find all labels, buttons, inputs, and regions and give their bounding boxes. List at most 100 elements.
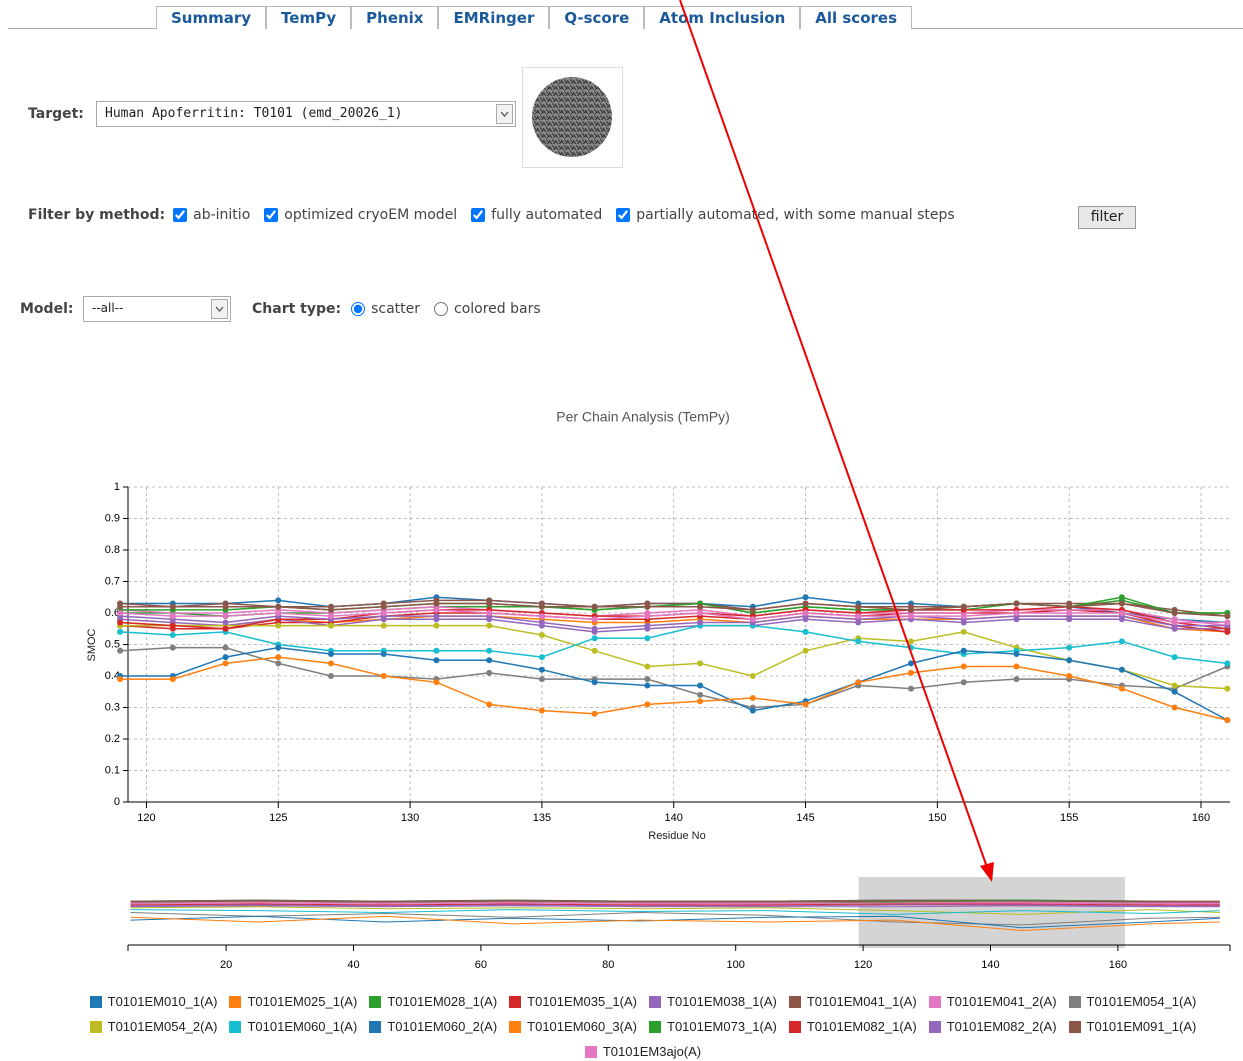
data-point [1118, 638, 1125, 645]
data-point [538, 603, 545, 610]
legend-swatch [649, 1020, 661, 1033]
y-tick-label: 0.1 [105, 764, 120, 776]
filter-option[interactable]: ab-initio [173, 207, 250, 223]
data-point [855, 603, 862, 610]
data-point [433, 613, 440, 620]
legend-swatch [928, 995, 941, 1008]
legend-label: T0101EM035_1(A) [527, 994, 637, 1009]
data-point [644, 701, 651, 708]
data-point [644, 622, 651, 629]
data-point [802, 610, 809, 616]
data-point [169, 613, 176, 620]
data-point [960, 603, 967, 610]
filter-option-input[interactable] [173, 208, 188, 222]
legend-label: T0101EM054_1(A) [1086, 994, 1197, 1009]
series-line [120, 646, 1228, 709]
data-point [222, 660, 229, 667]
data-point [855, 679, 862, 686]
data-point [1118, 666, 1125, 673]
data-point [538, 654, 545, 661]
target-thumbnail [522, 67, 623, 168]
data-point [591, 679, 598, 686]
data-point [328, 660, 334, 667]
select-arrow [496, 104, 513, 124]
chart-type-option-label: colored bars [454, 301, 541, 317]
data-point [117, 647, 124, 654]
chart-type-option[interactable]: colored bars [434, 301, 541, 317]
data-point [644, 663, 651, 670]
data-point [380, 650, 387, 657]
data-point [591, 603, 598, 610]
data-point [960, 663, 967, 670]
target-select[interactable]: Human Apoferritin: T0101 (emd_20026_1) [96, 101, 516, 127]
data-point [169, 632, 176, 639]
filter-option-input[interactable] [471, 208, 486, 222]
data-point [960, 613, 967, 620]
series-line [120, 656, 1228, 721]
legend-swatch [928, 1020, 941, 1033]
data-point [1013, 676, 1020, 683]
legend-label: T0101EM025_1(A) [247, 994, 358, 1009]
data-point [697, 603, 704, 610]
data-point [1224, 660, 1231, 667]
filter-option[interactable]: fully automated [471, 207, 602, 223]
legend-swatch [229, 1020, 242, 1033]
series-line [120, 624, 1228, 690]
x-tick-label: 160 [1109, 959, 1127, 971]
chart-type-option-input[interactable] [351, 302, 366, 316]
data-point [380, 673, 387, 679]
model-select[interactable]: --all-- [83, 296, 231, 322]
series-line [130, 911, 1220, 926]
data-point [538, 707, 545, 714]
data-point [486, 647, 493, 654]
legend-label: T0101EM073_1(A) [667, 1019, 777, 1034]
filter-option[interactable]: optimized cryoEM model [264, 207, 457, 223]
filter-option-input[interactable] [264, 208, 279, 222]
legend-item: T0101EM054_1(A) [1068, 994, 1197, 1009]
tab[interactable]: Phenix [351, 6, 439, 29]
data-point [644, 613, 651, 620]
data-point [1224, 619, 1231, 626]
filter-option-input[interactable] [616, 208, 631, 222]
tab[interactable]: Summary [156, 6, 267, 29]
data-point [908, 644, 914, 651]
data-point [1013, 610, 1020, 616]
legend-swatch [649, 995, 661, 1008]
data-point [749, 695, 756, 702]
data-point [433, 606, 440, 613]
data-point [802, 594, 809, 601]
data-point [433, 600, 440, 607]
data-point [117, 628, 124, 635]
data-point [749, 673, 756, 679]
chart-type-option-input[interactable] [434, 302, 449, 316]
series-line [120, 609, 1228, 624]
tab[interactable]: TemPy [266, 6, 352, 30]
legend-swatch [584, 1045, 597, 1058]
data-point [591, 635, 598, 642]
data-point [749, 707, 756, 714]
filter-button[interactable]: filter [1078, 206, 1136, 229]
data-point [1066, 644, 1073, 651]
data-point [117, 603, 124, 610]
tab[interactable]: Q-score [549, 6, 645, 29]
legend-label: T0101EM038_1(A) [667, 994, 777, 1009]
y-tick-label: 0 [114, 796, 120, 808]
data-point [117, 619, 124, 626]
data-point [697, 610, 704, 616]
legend-swatch [89, 1020, 102, 1033]
y-tick-label: 0.4 [105, 670, 120, 682]
chart-type-option-label: scatter [371, 301, 421, 317]
x-tick-label: 145 [796, 812, 814, 824]
legend-swatch [1068, 1020, 1081, 1033]
data-point [275, 660, 282, 667]
data-point [1066, 657, 1073, 664]
data-point [1066, 610, 1073, 616]
data-point [644, 676, 651, 683]
data-point [538, 676, 545, 683]
series-line [130, 901, 1220, 904]
data-point [275, 654, 282, 661]
chart-type-option[interactable]: scatter [351, 301, 420, 317]
data-point [1171, 704, 1178, 711]
tab[interactable]: EMRinger [438, 6, 550, 29]
data-point [433, 622, 440, 629]
